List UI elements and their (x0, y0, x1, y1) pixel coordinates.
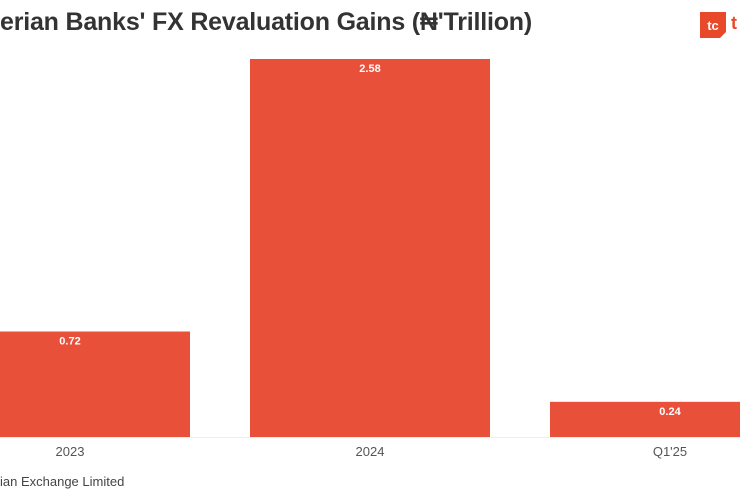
data-label: 0.24 (659, 406, 681, 418)
svg-text:tc: tc (707, 18, 719, 33)
data-label: 2.58 (359, 63, 380, 75)
logo-icon: tc (700, 12, 726, 38)
data-label: 0.72 (59, 336, 80, 348)
bar-2023 (0, 331, 190, 437)
source-note: ian Exchange Limited (0, 474, 125, 489)
x-tick-label: 2024 (356, 444, 385, 459)
logo-text: t (731, 13, 737, 33)
x-tick-label: Q1'25 (653, 444, 687, 459)
x-tick-label: 2023 (56, 444, 85, 459)
bar-Q1'25 (550, 401, 740, 437)
chart-title: erian Banks' FX Revaluation Gains (₦'Tri… (0, 8, 532, 36)
bar-2024 (250, 59, 490, 437)
